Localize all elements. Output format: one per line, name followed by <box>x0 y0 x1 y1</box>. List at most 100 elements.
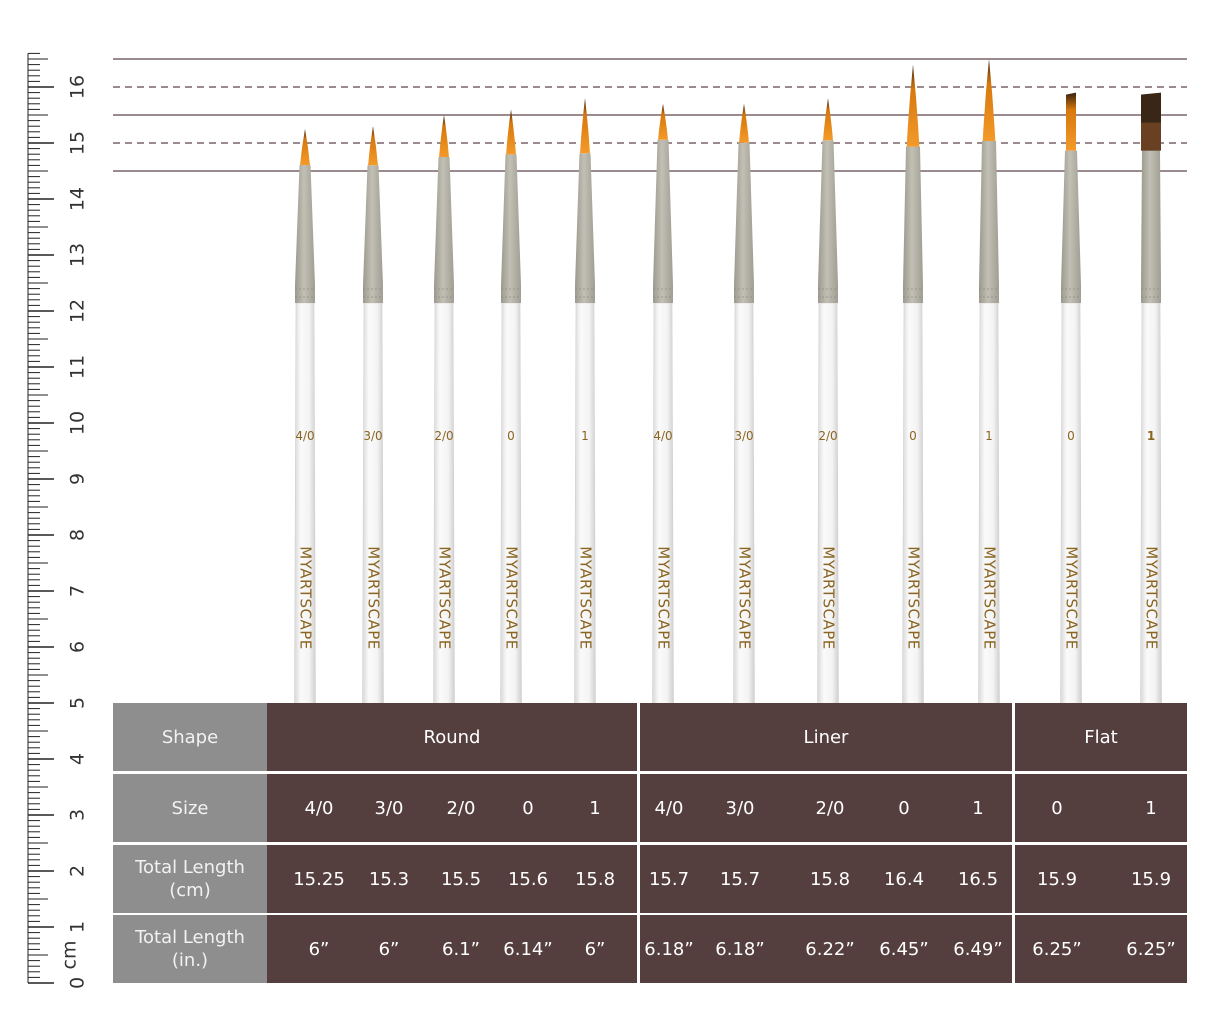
group-liner: Liner <box>640 703 1012 771</box>
bristles <box>739 103 749 143</box>
ferrule <box>295 165 315 303</box>
label-shape: Shape <box>113 703 267 771</box>
in-cell: 6” <box>308 938 330 960</box>
brand-text: MYARTSCAPE <box>736 546 754 649</box>
ruler-label: 4 <box>67 753 89 765</box>
handle-size-mark: 1 <box>581 429 589 443</box>
cm-cell: 16.4 <box>883 868 925 890</box>
group-liner: 4/0 3/0 2/0 0 1 <box>640 774 1012 842</box>
sizes-cell: 4/0 <box>654 797 684 819</box>
row-shape: Shape Round Liner Flat <box>113 703 1187 771</box>
handle-size-mark: 4/0 <box>653 429 672 443</box>
cm-cell: 16.5 <box>957 868 999 890</box>
brand-text: MYARTSCAPE <box>365 546 383 649</box>
brush-liner-4-0: 4/0 MYARTSCAPE <box>652 103 674 706</box>
handle-size-mark: 1 <box>1147 429 1155 443</box>
brush-flat-0: 0 MYARTSCAPE <box>1060 92 1082 706</box>
brand-text: MYARTSCAPE <box>655 546 673 649</box>
row-length-in: Total Length (in.) 6” 6” 6.1” 6.14” 6” 6.18” 6… <box>113 915 1187 983</box>
bristles <box>906 64 920 147</box>
brush-round-3-0: 3/0 MYARTSCAPE <box>362 126 384 706</box>
in-cell: 6.49” <box>953 938 1003 960</box>
handle-size-mark: 2/0 <box>818 429 837 443</box>
handle-size-mark: 2/0 <box>434 429 453 443</box>
group-round: 15.25 15.3 15.5 15.6 15.8 <box>267 845 637 913</box>
in-cell: 6.14” <box>503 938 553 960</box>
ruler-label: 14 <box>67 187 89 211</box>
bristles <box>823 98 833 141</box>
in-cell: 6.25” <box>1126 938 1176 960</box>
ruler-label: 10 <box>67 411 89 435</box>
in-cell: 6.25” <box>1032 938 1082 960</box>
ruler-label: 7 <box>67 585 89 597</box>
in-cell: 6” <box>584 938 606 960</box>
group-round: Round <box>267 703 637 771</box>
ferrule <box>818 140 838 303</box>
ferrule <box>363 165 383 303</box>
ruler-label: 16 <box>67 75 89 99</box>
label-length-in: Total Length (in.) <box>113 915 267 983</box>
in-cell: 6.18” <box>715 938 765 960</box>
ruler-label: 13 <box>67 243 89 267</box>
ruler-label: 15 <box>67 131 89 155</box>
in-cell: 6” <box>378 938 400 960</box>
bristles <box>982 59 996 141</box>
group-flat: 15.9 15.9 <box>1015 845 1187 913</box>
cm-cell: 15.25 <box>293 868 345 890</box>
brush-round-0: 0 MYARTSCAPE <box>500 109 522 706</box>
cm-cell: 15.6 <box>507 868 549 890</box>
ruler-label: 12 <box>67 299 89 323</box>
bristles <box>580 98 590 154</box>
ruler-label: 2 <box>67 865 89 877</box>
handle-size-mark: 0 <box>909 429 917 443</box>
brush-liner-1: 1 MYARTSCAPE <box>978 59 1000 706</box>
in-cell: 6.18” <box>644 938 694 960</box>
bristles <box>300 129 310 165</box>
brand-text: MYARTSCAPE <box>1143 546 1161 649</box>
sizes-cell: 3/0 <box>374 797 404 819</box>
bristles <box>368 126 378 166</box>
shape-cell: Round <box>423 726 481 748</box>
group-round: 4/0 3/0 2/0 0 1 <box>267 774 637 842</box>
brand-text: MYARTSCAPE <box>820 546 838 649</box>
brush-liner-0: 0 MYARTSCAPE <box>902 64 924 706</box>
bristles-base <box>1141 122 1161 151</box>
ferrule <box>979 141 999 303</box>
handle-size-mark: 4/0 <box>295 429 314 443</box>
ferrule <box>1061 150 1081 303</box>
cm-cell: 15.7 <box>648 868 690 890</box>
ruler-unit: cm <box>59 941 81 970</box>
brand-text: MYARTSCAPE <box>981 546 999 649</box>
brand-text: MYARTSCAPE <box>1063 546 1081 649</box>
label-size: Size <box>113 774 267 842</box>
ferrule <box>434 157 454 303</box>
ferrule <box>903 146 923 303</box>
ruler-label: 11 <box>67 355 89 379</box>
handle-size-mark: 3/0 <box>363 429 382 443</box>
sizes-cell: 1 <box>589 797 601 819</box>
in-cell: 6.45” <box>879 938 929 960</box>
cm-cell: 15.8 <box>574 868 616 890</box>
group-flat: 6.25” 6.25” <box>1015 915 1187 983</box>
cm-cell: 15.9 <box>1130 868 1172 890</box>
sizes-cell: 3/0 <box>725 797 755 819</box>
shape-cell: Liner <box>803 726 849 748</box>
sizes-cell: 2/0 <box>446 797 476 819</box>
ruler-label: 6 <box>67 641 89 653</box>
row-length-cm: Total Length (cm) 15.25 15.3 15.5 15.6 15.8 1… <box>113 845 1187 913</box>
in-cell: 6.1” <box>442 938 480 960</box>
sizes-cell: 0 <box>898 797 910 819</box>
ferrule <box>734 142 754 303</box>
brush-round-1: 1 MYARTSCAPE <box>574 98 596 706</box>
sizes-cell: 0 <box>522 797 534 819</box>
sizes-cell: 4/0 <box>304 797 334 819</box>
bristles <box>506 109 516 155</box>
ruler-label: 3 <box>67 809 89 821</box>
brush-round-2-0: 2/0 MYARTSCAPE <box>433 115 455 706</box>
brush-round-4-0: 4/0 MYARTSCAPE <box>294 129 316 706</box>
group-round: 6” 6” 6.1” 6.14” 6” <box>267 915 637 983</box>
bristles <box>1066 92 1076 151</box>
